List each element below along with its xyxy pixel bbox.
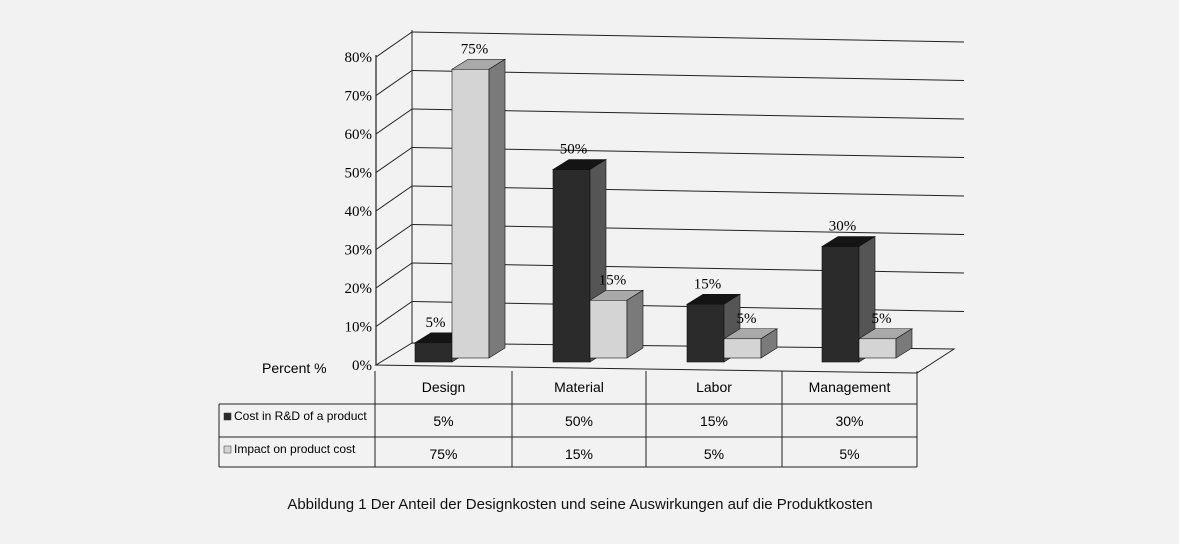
y-tick-label: 10% xyxy=(345,320,373,336)
legend-entry: Cost in R&D of a product xyxy=(234,409,367,423)
data-label: 15% xyxy=(599,272,627,288)
table-cell: 50% xyxy=(565,413,593,429)
table-cell: 5% xyxy=(433,413,453,429)
gridline-depth xyxy=(375,31,413,58)
data-label: 75% xyxy=(461,41,489,57)
bar-front xyxy=(552,169,591,363)
chart-floor xyxy=(374,342,956,374)
gridline-depth xyxy=(375,70,413,96)
bar-management-series-2: 5% xyxy=(857,311,914,359)
y-tick-label: 70% xyxy=(345,89,373,105)
table-cell: 15% xyxy=(700,413,728,429)
legend-entry: Impact on product cost xyxy=(234,442,356,456)
bar-front xyxy=(686,303,725,363)
x-tick-label: Design xyxy=(422,379,466,395)
bar-front xyxy=(451,68,490,359)
gridline-depth xyxy=(375,262,413,289)
data-label: 15% xyxy=(694,276,722,292)
bar-side xyxy=(760,328,778,359)
y-axis-label: Percent % xyxy=(262,360,327,376)
bar-side xyxy=(626,289,644,359)
y-tick-label: 80% xyxy=(345,50,373,66)
data-label: 30% xyxy=(829,219,857,235)
bar-side xyxy=(488,58,506,359)
gridline xyxy=(411,31,965,43)
gridline-depth xyxy=(375,301,413,327)
table-cell: 75% xyxy=(429,446,457,462)
bar-material-series-2: 15% xyxy=(588,272,645,359)
y-tick-label: 30% xyxy=(345,243,373,259)
bar-labor-series-2: 5% xyxy=(722,311,779,359)
y-tick-label: 60% xyxy=(345,127,373,143)
x-tick-label: Management xyxy=(809,379,891,395)
legend-swatch xyxy=(223,445,232,454)
data-label: 5% xyxy=(872,311,892,327)
bars: 5% 75% 50% 15% 15% 5% 30% 5% xyxy=(413,41,914,363)
gridline-depth xyxy=(375,224,413,250)
x-tick-label: Material xyxy=(554,379,604,395)
data-label: 50% xyxy=(560,142,588,158)
x-tick-label: Labor xyxy=(696,379,732,395)
bar-side xyxy=(895,328,913,359)
table-cell: 30% xyxy=(835,413,863,429)
y-tick-label: 40% xyxy=(345,204,373,220)
bar-front xyxy=(589,299,628,359)
bar-front xyxy=(858,338,897,359)
gridline-depth xyxy=(375,185,413,212)
bar-front xyxy=(723,338,762,359)
bar-front xyxy=(414,342,453,363)
data-table: Design 5% 75% Material 50% 15% Labor 15% 5% Manag… xyxy=(218,371,918,468)
y-tick-label: 0% xyxy=(352,358,372,374)
y-axis: 0% 10% 20% 30% 40% 50% 60% 70% 80% xyxy=(345,50,373,374)
gridline-depth xyxy=(375,147,413,173)
y-tick-label: 50% xyxy=(345,166,373,182)
bar-management-series-1: 30% xyxy=(820,219,877,363)
table-cell: 5% xyxy=(704,446,724,462)
data-label: 5% xyxy=(426,315,446,331)
figure-caption: Abbildung 1 Der Anteil der Designkosten … xyxy=(287,496,873,513)
bar-design-series-2: 75% xyxy=(450,41,507,359)
table-cell: 5% xyxy=(839,446,859,462)
data-label: 5% xyxy=(737,311,757,327)
legend-swatch xyxy=(223,412,232,421)
table-cell: 15% xyxy=(565,446,593,462)
bar-front xyxy=(821,246,860,363)
y-tick-label: 20% xyxy=(345,281,373,297)
gridline-depth xyxy=(375,108,413,135)
